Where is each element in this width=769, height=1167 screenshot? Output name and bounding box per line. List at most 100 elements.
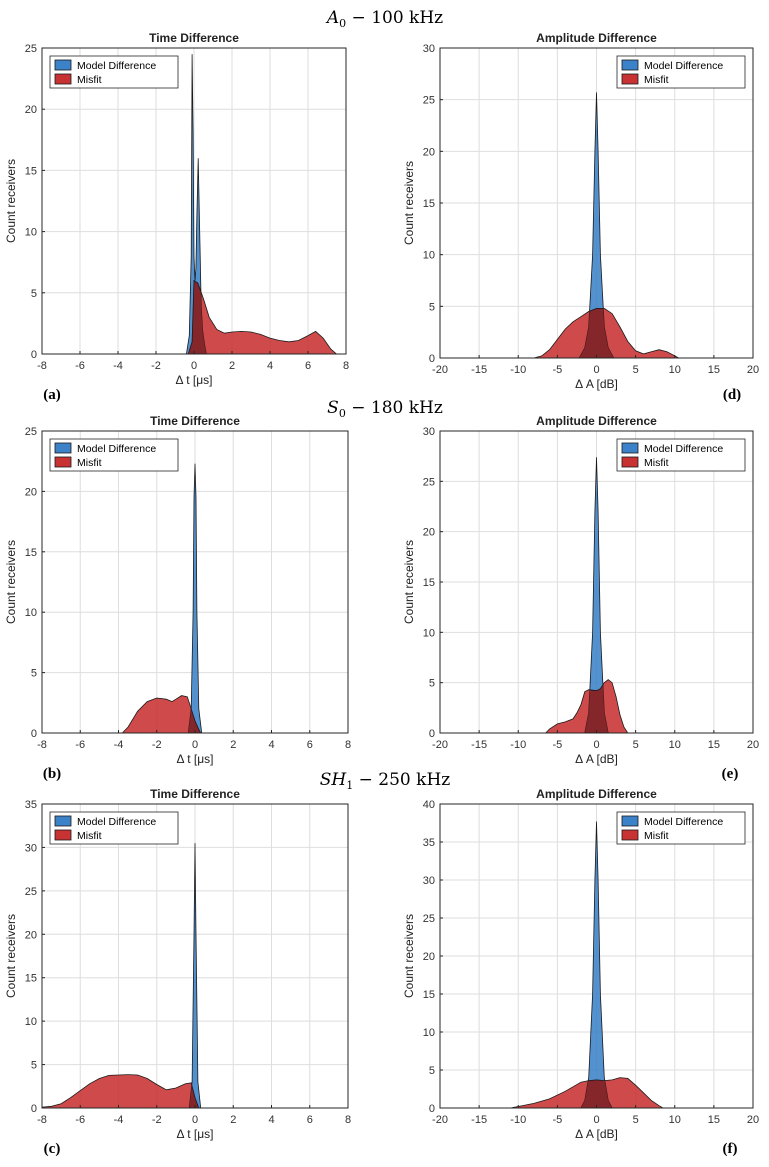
y-axis-label: Count receivers [4, 540, 18, 624]
x-tick-label: 6 [307, 739, 313, 751]
red-patch-icon [621, 456, 639, 468]
x-tick-label: -5 [552, 364, 562, 376]
x-tick-label: -4 [114, 1114, 124, 1126]
legend-entry-model: Model Difference [644, 443, 723, 455]
x-tick-label: 15 [708, 739, 720, 751]
y-axis-label: Count receivers [402, 914, 416, 998]
y-tick-label: 15 [423, 989, 435, 1001]
x-tick-label: 8 [345, 739, 351, 751]
y-tick-label: 30 [423, 426, 435, 438]
x-axis-label: Δ A [dB] [575, 377, 618, 391]
x-tick-label: 0 [593, 364, 599, 376]
row-title-a0: A0 − 100 kHz [325, 8, 443, 30]
x-tick-label: 10 [669, 364, 681, 376]
panel-label: (f) [723, 1141, 738, 1157]
y-tick-label: 25 [423, 913, 435, 925]
y-tick-label: 25 [25, 886, 37, 898]
x-tick-label: -15 [471, 739, 487, 751]
y-tick-label: 25 [25, 43, 37, 55]
chart-title: Amplitude Difference [536, 414, 657, 428]
blue-patch-icon [54, 815, 72, 827]
red-patch-icon [54, 456, 72, 468]
blue-patch-icon [621, 59, 639, 71]
x-tick-label: -15 [471, 1114, 487, 1126]
chart-panel-a: -8 -6 -4 -2 0 2 4 6 8 0 5 10 15 20 25 Time Difference Δ … [4, 31, 349, 403]
x-tick-label: 10 [669, 739, 681, 751]
legend: Model Difference Misfit [49, 438, 179, 472]
x-tick-label: -20 [432, 739, 448, 751]
x-tick-label: 8 [345, 1114, 351, 1126]
series-group [121, 463, 203, 733]
y-tick-label: 0 [31, 1103, 37, 1115]
x-tick-label: -2 [151, 360, 161, 372]
legend-entry-model: Model Difference [644, 60, 723, 72]
y-tick-label: 30 [423, 875, 435, 887]
x-tick-label: 2 [229, 360, 235, 372]
y-tick-label: 15 [25, 973, 37, 985]
chart-panel-c: -8 -6 -4 -2 0 2 4 6 8 0 5 10 15 20 25 30 35 Time Differen… [4, 787, 351, 1157]
y-tick-label: 20 [25, 486, 37, 498]
y-axis-label: Count receivers [4, 914, 18, 998]
legend-entry-model: Model Difference [644, 816, 723, 828]
x-tick-label: 2 [230, 1114, 236, 1126]
x-axis-label: Δ t [μs] [177, 1127, 214, 1141]
y-axis-label: Count receivers [402, 540, 416, 624]
y-tick-label: 15 [25, 547, 37, 559]
panel-label: (b) [43, 766, 61, 782]
x-tick-label: -5 [552, 739, 562, 751]
y-tick-label: 20 [25, 929, 37, 941]
y-tick-label: 35 [423, 837, 435, 849]
legend-entry-misfit: Misfit [77, 457, 102, 469]
series-overlap-area [188, 695, 202, 733]
legend-entry-model: Model Difference [77, 816, 156, 828]
x-tick-label: 0 [593, 1114, 599, 1126]
x-tick-label: 0 [191, 360, 197, 372]
x-tick-label: -6 [75, 1114, 85, 1126]
x-tick-label: 5 [633, 364, 639, 376]
x-tick-label: -5 [552, 1114, 562, 1126]
legend-entry-misfit: Misfit [77, 74, 102, 86]
chart-title: Time Difference [149, 31, 239, 45]
x-tick-label: 10 [669, 1114, 681, 1126]
chart-panel-f: -20 -15 -10 -5 0 5 10 15 20 0 5 10 15 20 25 30 35 40 Ampli… [402, 787, 759, 1157]
chart-title: Amplitude Difference [536, 787, 657, 801]
x-tick-label: -4 [113, 360, 123, 372]
y-tick-label: 20 [423, 146, 435, 158]
y-tick-label: 40 [423, 799, 435, 811]
blue-patch-icon [621, 442, 639, 454]
x-tick-label: -2 [152, 739, 162, 751]
y-tick-label: 15 [423, 198, 435, 210]
x-tick-label: 20 [747, 1114, 759, 1126]
panel-label: (e) [722, 766, 739, 782]
x-tick-label: -2 [152, 1114, 162, 1126]
x-tick-label: -6 [75, 739, 85, 751]
x-axis-label: Δ A [dB] [575, 752, 618, 766]
y-axis-label: Count receivers [402, 161, 416, 245]
legend-entry-misfit: Misfit [77, 830, 102, 842]
x-tick-label: 2 [230, 739, 236, 751]
x-tick-label: 5 [633, 1114, 639, 1126]
legend: Model Difference Misfit [49, 55, 179, 89]
y-tick-label: 25 [423, 95, 435, 107]
series-group [185, 54, 338, 354]
panel-label: (a) [43, 387, 61, 403]
x-tick-label: 0 [593, 739, 599, 751]
y-tick-label: 20 [423, 951, 435, 963]
y-tick-label: 0 [429, 1103, 435, 1115]
y-tick-label: 15 [423, 577, 435, 589]
y-tick-label: 0 [31, 349, 37, 361]
y-tick-label: 30 [25, 842, 37, 854]
x-tick-label: 4 [267, 360, 273, 372]
y-tick-label: 15 [25, 165, 37, 177]
row-title-sh1: SH1 − 250 kHz [320, 770, 451, 792]
x-tick-label: 4 [268, 1114, 274, 1126]
y-tick-label: 35 [25, 799, 37, 811]
x-tick-label: 20 [747, 364, 759, 376]
blue-patch-icon [54, 442, 72, 454]
y-tick-label: 5 [31, 288, 37, 300]
x-tick-label: 4 [268, 739, 274, 751]
series-overlap-area [187, 279, 207, 354]
x-tick-label: -4 [114, 739, 124, 751]
y-tick-label: 10 [25, 227, 37, 239]
